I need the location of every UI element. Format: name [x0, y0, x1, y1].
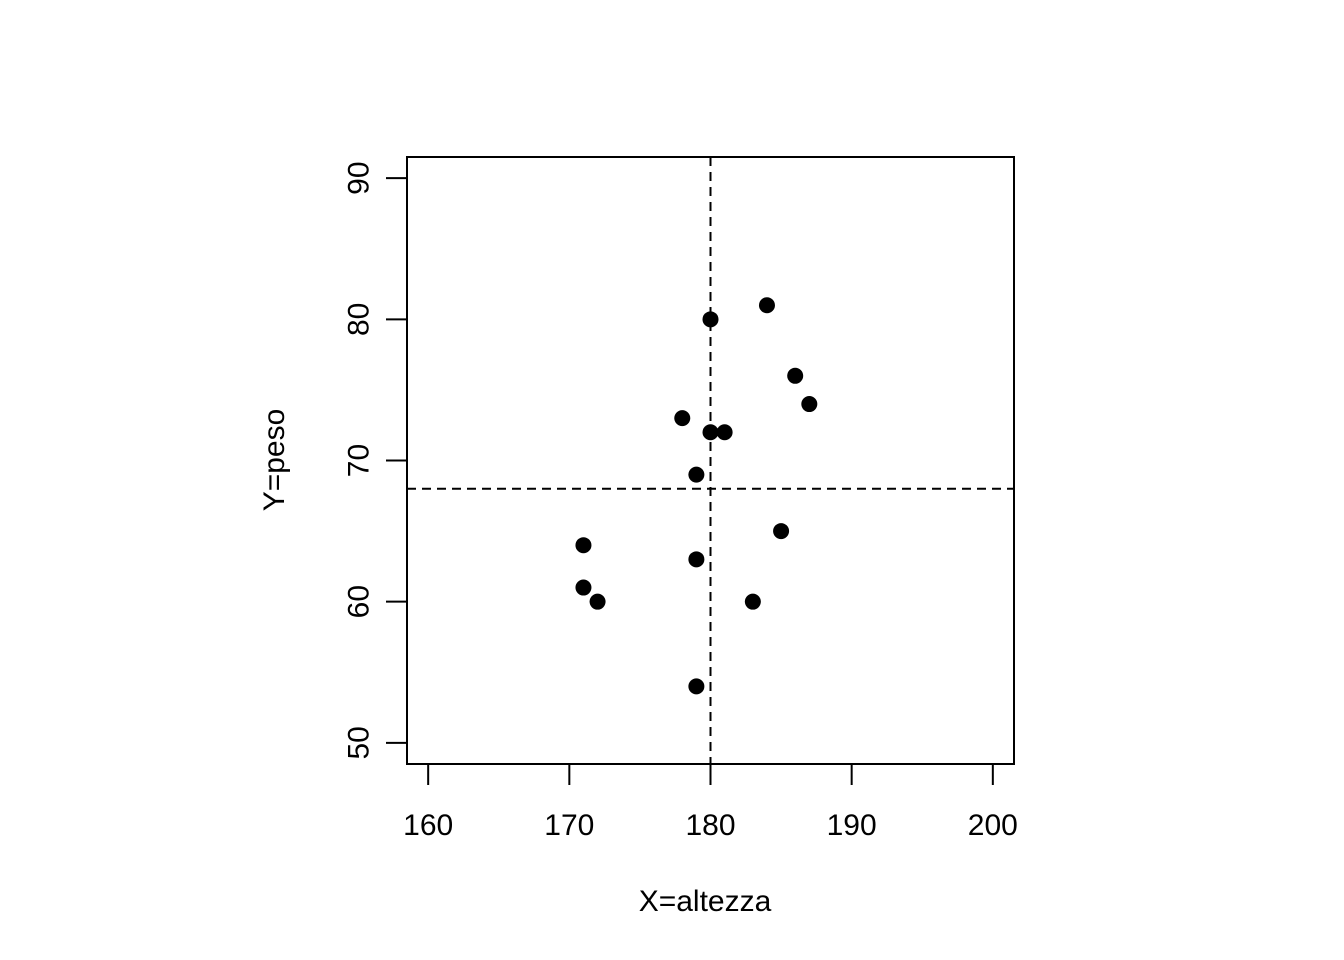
data-point [688, 466, 705, 483]
data-point [575, 579, 592, 596]
y-tick-label: 80 [343, 303, 376, 336]
y-tick-label: 50 [343, 726, 376, 759]
data-point [801, 396, 818, 413]
data-point [688, 551, 705, 568]
y-axis: 50 60 70 80 90 [343, 161, 408, 760]
x-axis-title: X=altezza [639, 885, 772, 918]
y-tick-label: 60 [343, 585, 376, 618]
data-points [575, 297, 818, 695]
data-point [688, 678, 705, 695]
data-point [787, 367, 804, 384]
x-tick-label: 170 [544, 809, 594, 842]
data-point [773, 523, 790, 540]
data-point [575, 537, 592, 554]
x-tick-label: 200 [968, 809, 1018, 842]
x-tick-label: 180 [685, 809, 735, 842]
x-tick-label: 190 [827, 809, 877, 842]
y-axis-title: Y=peso [258, 409, 291, 512]
y-tick-label: 70 [343, 444, 376, 477]
y-tick-label: 90 [343, 161, 376, 194]
x-axis: 160 170 180 190 200 [403, 763, 1018, 842]
data-point [674, 410, 691, 427]
data-point [744, 593, 761, 610]
data-point [702, 424, 719, 441]
data-point [758, 297, 775, 314]
data-point [716, 424, 733, 441]
reference-lines [407, 157, 1014, 764]
data-point [589, 593, 606, 610]
data-point [702, 311, 719, 328]
x-tick-label: 160 [403, 809, 453, 842]
